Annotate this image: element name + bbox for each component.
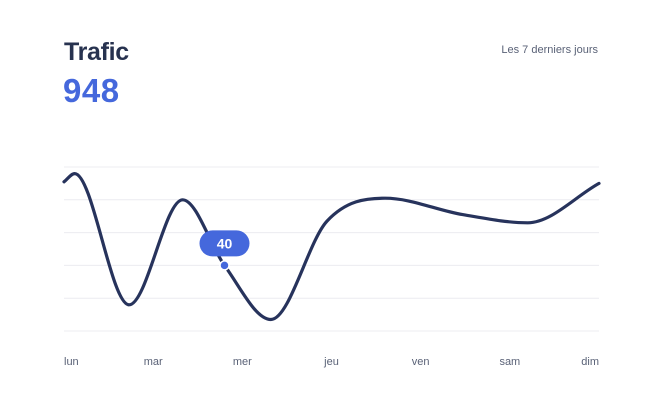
period-selector[interactable]: Les 7 derniers jours bbox=[501, 44, 598, 56]
tooltip-value: 40 bbox=[217, 235, 233, 251]
chart-highlight-layer: 40 bbox=[199, 230, 250, 271]
x-tick-label-sam: sam bbox=[499, 356, 520, 368]
chart-grid bbox=[64, 166, 599, 332]
tooltip-bubble bbox=[199, 230, 250, 257]
x-tick-label-ven: ven bbox=[412, 356, 430, 368]
x-axis-ticks: lun mar mer jeu ven sam dim bbox=[64, 356, 599, 368]
traffic-total: 948 bbox=[63, 72, 120, 109]
card-title: Trafic bbox=[64, 38, 129, 66]
x-tick-label-mar: mar bbox=[144, 356, 163, 368]
series-line bbox=[62, 172, 601, 322]
x-tick-label-jeu: jeu bbox=[323, 356, 339, 368]
chart-line-layer bbox=[62, 172, 601, 322]
x-tick-label-lun: lun bbox=[64, 356, 79, 368]
highlight-point bbox=[219, 260, 230, 271]
x-tick-label-mer: mer bbox=[233, 356, 252, 368]
x-tick-label-dim: dim bbox=[581, 356, 599, 368]
